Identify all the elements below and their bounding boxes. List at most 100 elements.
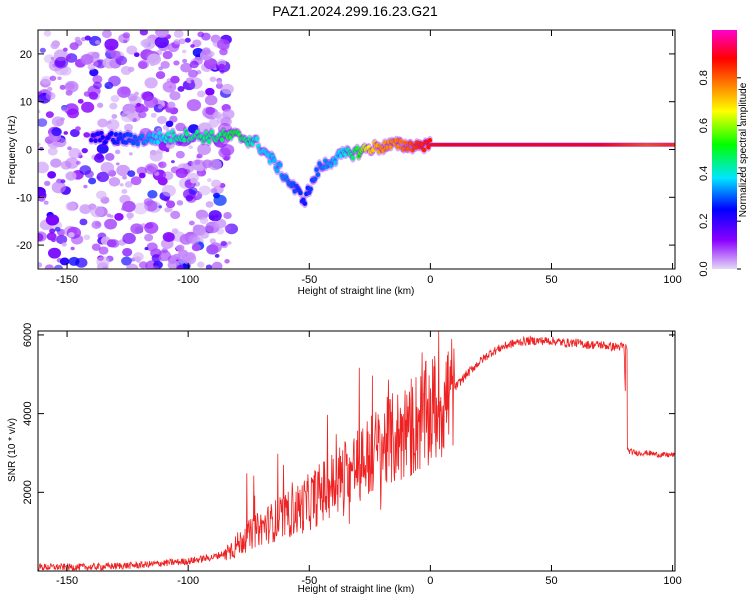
noise-blob — [43, 200, 49, 205]
noise-blob — [204, 94, 218, 106]
noise-blob — [62, 47, 68, 52]
noise-blob — [55, 234, 68, 245]
noise-blob — [214, 218, 227, 229]
noise-blob — [173, 60, 180, 66]
ridge-cell — [267, 158, 273, 164]
ridge-cell — [154, 134, 159, 140]
noise-blob — [81, 147, 88, 154]
noise-blob — [224, 259, 230, 264]
noise-blob — [144, 222, 159, 234]
noise-blob — [164, 207, 171, 213]
noise-blob — [210, 187, 218, 194]
ridge-cell — [421, 147, 427, 153]
ridge-cell — [334, 154, 340, 160]
noise-blob — [39, 47, 46, 53]
noise-blob — [137, 111, 147, 119]
ridge-cell — [272, 158, 277, 164]
noise-blob — [104, 218, 117, 230]
noise-blob — [110, 95, 120, 103]
noise-blob — [126, 263, 139, 269]
ridge-cell — [166, 131, 171, 137]
noise-blob — [38, 109, 41, 114]
ridge-cell — [170, 129, 175, 135]
figure-title: PAZ1.2024.299.16.23.G21 — [272, 3, 438, 19]
noise-blob — [44, 264, 54, 269]
noise-blob — [190, 79, 195, 83]
ridge-cell — [157, 130, 162, 136]
noise-blob — [205, 264, 213, 269]
noise-blob — [123, 123, 134, 132]
spectrogram-noise-layer — [38, 30, 239, 269]
noise-blob — [188, 145, 193, 150]
noise-blob — [47, 147, 58, 156]
ridge-cell — [302, 201, 308, 207]
ridge-cell — [355, 145, 360, 151]
noise-blob — [130, 176, 142, 186]
spectrogram-y-tick-label: 10 — [20, 97, 32, 109]
noise-blob — [203, 58, 218, 70]
noise-blob — [144, 233, 154, 242]
noise-blob — [155, 30, 169, 38]
ridge-cell — [135, 141, 140, 147]
noise-blob — [38, 232, 44, 242]
noise-blob — [157, 104, 163, 110]
noise-blob — [121, 188, 128, 194]
noise-blob — [188, 220, 195, 226]
noise-blob — [50, 158, 62, 168]
ridge-cell — [317, 161, 322, 167]
noise-blob — [201, 32, 211, 41]
ridge-cell — [171, 133, 177, 139]
ridge-cell — [139, 133, 145, 139]
noise-blob — [100, 162, 115, 174]
noise-blob — [176, 200, 184, 206]
noise-blob — [223, 211, 232, 219]
noise-blob — [122, 248, 133, 257]
ridge-cell — [147, 132, 152, 138]
noise-blob — [59, 257, 70, 266]
ridge-cell — [285, 177, 290, 183]
ridge-cell — [250, 141, 255, 147]
ridge-cell — [392, 141, 398, 147]
noise-blob — [160, 60, 170, 69]
noise-blob — [66, 82, 75, 90]
noise-blob — [197, 261, 205, 268]
noise-blob — [165, 141, 175, 149]
noise-blob — [67, 108, 79, 119]
noise-blob — [38, 262, 43, 268]
spectrogram-y-axis-label: Frequency (Hz) — [7, 116, 18, 185]
noise-blob — [54, 226, 61, 232]
noise-blob — [84, 35, 91, 41]
ridge-cell — [132, 134, 138, 140]
noise-blob — [147, 189, 158, 199]
noise-blob — [175, 244, 185, 252]
ridge-cell — [343, 152, 348, 157]
noise-blob — [96, 143, 109, 154]
ridge-cell — [328, 163, 334, 168]
snr-y-tick-label: 4000 — [22, 401, 34, 425]
noise-blob — [49, 228, 56, 234]
ridge-cell — [169, 138, 174, 143]
ridge-cell — [402, 140, 408, 146]
noise-blob — [65, 157, 79, 169]
noise-blob — [190, 44, 195, 48]
noise-blob — [97, 102, 104, 108]
ridge-cell — [275, 168, 280, 174]
ridge-cell — [184, 131, 190, 137]
ridge-cell — [405, 146, 411, 152]
noise-blob — [218, 63, 225, 69]
ridge-cell — [333, 160, 338, 166]
spectrogram-y-tick-label: -20 — [16, 240, 32, 252]
noise-blob — [59, 84, 66, 90]
noise-blob — [124, 181, 133, 188]
snr-x-tick-label: 0 — [427, 575, 433, 587]
spectrogram-x-tick-label: 100 — [663, 274, 681, 286]
spectrogram-ridge-layer — [88, 126, 675, 209]
noise-blob — [194, 159, 201, 165]
snr-y-axis-label: SNR (10 * v/v) — [7, 418, 18, 482]
noise-blob — [91, 220, 102, 230]
snr-series-line — [38, 331, 675, 571]
ridge-cell — [270, 154, 276, 160]
noise-blob — [69, 42, 79, 51]
noise-blob — [51, 181, 66, 194]
